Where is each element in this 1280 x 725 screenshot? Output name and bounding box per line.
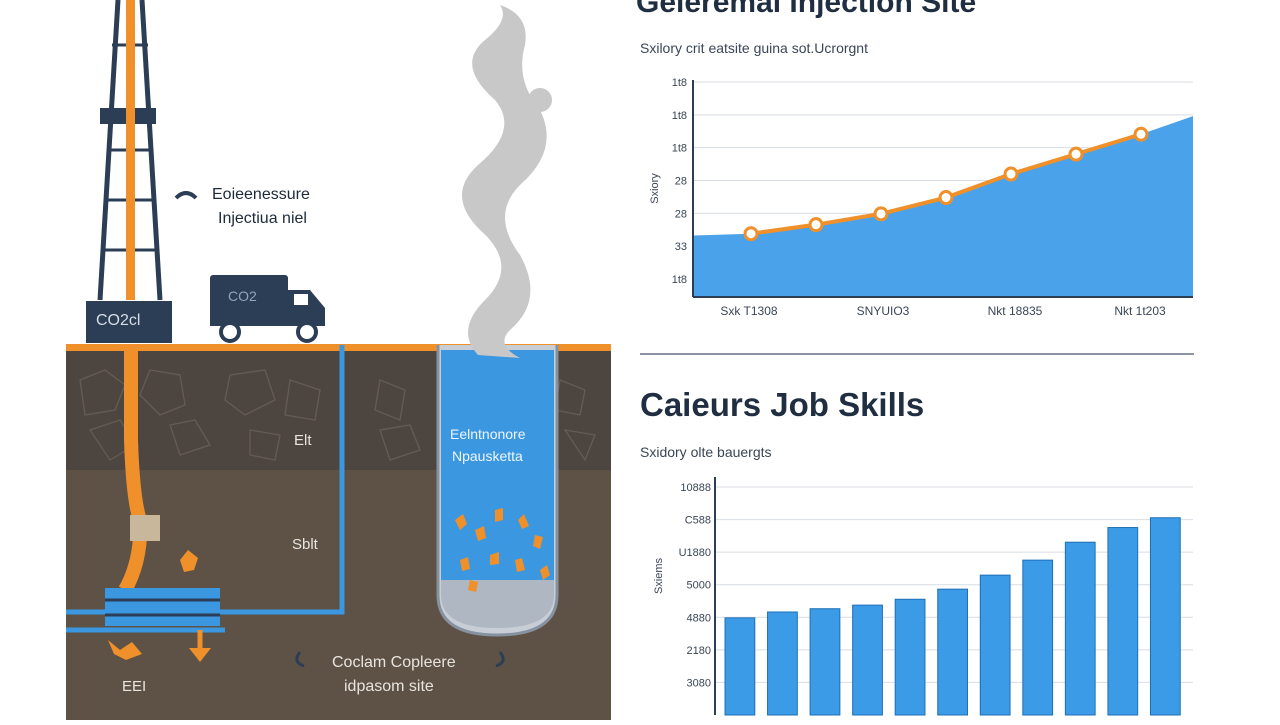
y-tick-label: 28 — [675, 176, 687, 188]
injection-well-tank — [436, 345, 559, 637]
x-tick-label: Sxk T1308 — [720, 304, 777, 318]
flame-icon — [108, 640, 142, 660]
y-tick-label: C588 — [685, 515, 711, 527]
y-tick-label: 5000 — [687, 580, 711, 592]
y-tick-label: 1t8 — [672, 110, 687, 122]
scene-svg — [66, 0, 611, 720]
data-point — [1068, 146, 1084, 162]
bar — [767, 611, 798, 716]
x-tick-label: SNYUIO3 — [857, 304, 910, 318]
chart2-subtitle: Sxidory olte bauergts — [640, 444, 772, 460]
y-tick-label: 10888 — [680, 482, 711, 494]
y-tick-label: 28 — [675, 208, 687, 220]
bar — [1022, 559, 1054, 716]
y-tick-label: 1t8 — [672, 77, 687, 89]
chart2-title: Caieurs Job Skills — [640, 386, 925, 423]
bottom-label-left: EEI — [122, 678, 147, 695]
bar — [809, 608, 841, 716]
tank-label-line1: Eelntnonore — [450, 426, 526, 442]
x-tick-label: Nkt 1t203 — [1114, 304, 1166, 318]
data-point — [1133, 126, 1149, 142]
bottom-label-line1: Coclam Copleere — [332, 654, 456, 671]
section-divider — [640, 353, 1194, 355]
data-point — [743, 226, 759, 242]
y-tick-label: 1t8 — [672, 274, 687, 286]
layer-label-1: Elt — [294, 432, 312, 449]
x-tick-label: Nkt 18835 — [988, 304, 1043, 318]
chart1-subtitle: Sxilory crit eatsite guina sot.Ucrorgnt — [640, 40, 868, 56]
y-axis-label: Sxiory — [649, 173, 661, 204]
y-axis-label: Sxiems — [653, 557, 665, 594]
surface-line — [66, 344, 611, 351]
bar — [852, 604, 883, 716]
data-point — [938, 190, 954, 206]
y-tick-label: 3080 — [687, 677, 711, 689]
wellhead-block — [105, 588, 220, 626]
pressure-indicator-icon — [174, 191, 198, 200]
down-arrow-icon — [189, 648, 211, 662]
area-fill — [693, 116, 1193, 297]
data-point — [808, 217, 824, 233]
smoke-plume — [461, 5, 547, 358]
bar — [937, 588, 969, 716]
pressure-label-line1: Eoieenessure — [212, 186, 310, 203]
drilling-rig — [86, 0, 172, 343]
bar — [1149, 517, 1181, 716]
co2-truck-icon — [210, 275, 325, 343]
bar — [1107, 527, 1139, 716]
bar — [1064, 541, 1096, 716]
pressure-label-line2: Injectiua niel — [218, 210, 307, 227]
page-title: Geleremai Injection Site — [636, 0, 977, 19]
bar-chart: 10888 C588 U1880 5000 4880 2180 3080 Sxiems — [653, 477, 1193, 716]
y-tick-label: 33 — [675, 241, 687, 253]
data-point — [1003, 166, 1019, 182]
bar — [724, 617, 756, 716]
layer-label-2: Sblt — [292, 536, 318, 553]
left-bracket-icon — [295, 651, 305, 668]
rig-box-label: CO2cl — [96, 312, 141, 329]
y-tick-label: 4880 — [687, 612, 711, 624]
bottom-label-line2: idpasom site — [344, 678, 434, 695]
bar — [979, 574, 1011, 716]
rig-base-box — [86, 301, 172, 343]
data-point — [873, 206, 889, 222]
pipe-coupling — [130, 515, 160, 541]
tank-label-line2: Npausketta — [452, 448, 523, 464]
truck-label: CO2 — [228, 288, 257, 304]
y-tick-label: U1880 — [679, 547, 711, 559]
injection-site-illustration: Eoieenessure Injectiua niel CO2cl CO2 El… — [0, 0, 620, 720]
bar — [894, 598, 926, 716]
y-tick-label: 1t8 — [672, 143, 687, 155]
line-area-chart: 1t8 1t8 1t8 28 28 33 1t8 Sxk T1308 SNYUIO3 Nkt 18… — [649, 77, 1193, 318]
y-tick-label: 2180 — [687, 645, 711, 657]
right-bracket-icon — [495, 651, 505, 668]
